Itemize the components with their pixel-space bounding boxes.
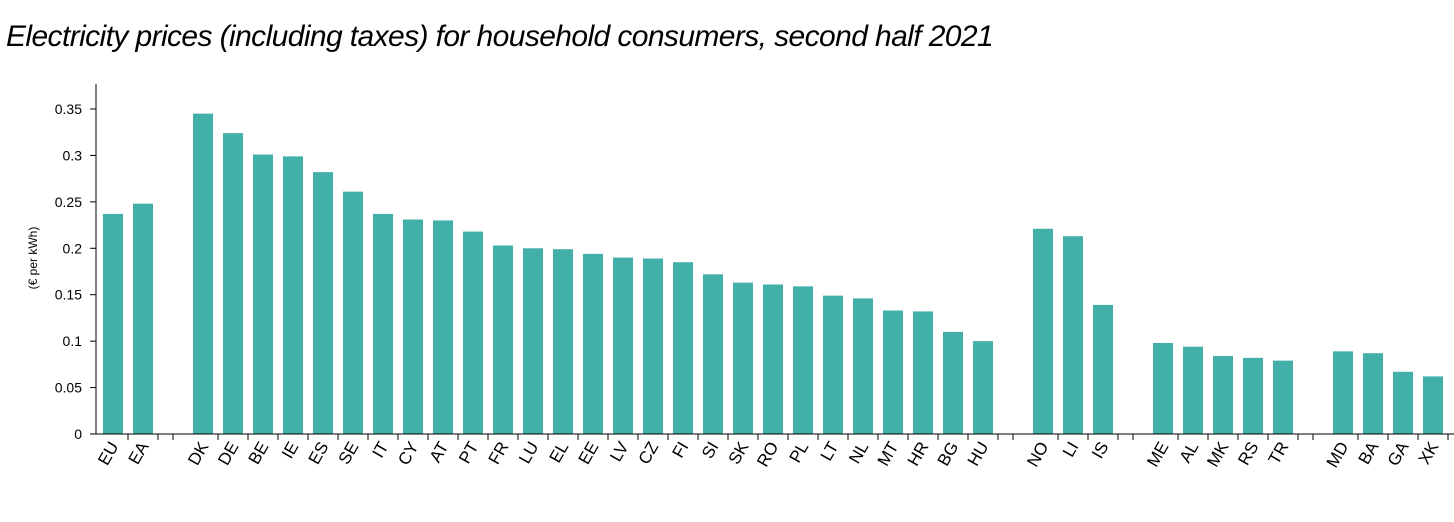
- bar-ea: [133, 203, 153, 434]
- x-tick-label: CY: [394, 439, 422, 469]
- x-tick-label: AT: [426, 439, 453, 466]
- x-tick-label: EA: [125, 438, 153, 468]
- x-tick-label: PL: [786, 439, 813, 467]
- bar-no: [1033, 228, 1053, 434]
- y-tick-label: 0.15: [55, 287, 82, 303]
- x-tick-label: LI: [1059, 439, 1083, 461]
- x-tick-label: ME: [1143, 439, 1172, 471]
- bar-cy: [403, 219, 423, 434]
- x-tick-label: LU: [515, 439, 542, 467]
- x-tick-label: RO: [753, 439, 782, 471]
- bar-md: [1333, 351, 1353, 434]
- y-tick-label: 0.25: [55, 194, 82, 210]
- bar-rs: [1243, 357, 1263, 434]
- bar-pl: [793, 286, 813, 434]
- y-tick-label: 0: [74, 426, 82, 442]
- x-tick-label: IT: [368, 439, 392, 462]
- y-axis-label: (€ per kWh): [26, 227, 40, 290]
- bar-ie: [283, 156, 303, 434]
- x-tick-label: NO: [1023, 439, 1052, 471]
- bar-eu: [103, 213, 123, 434]
- x-tick-label: MD: [1323, 439, 1353, 471]
- x-tick-label: FR: [485, 439, 513, 468]
- x-tick-label: EE: [575, 439, 603, 468]
- bar-es: [313, 172, 333, 434]
- x-tick-label: IS: [1088, 439, 1112, 462]
- x-tick-label: MT: [874, 439, 903, 470]
- x-tick-label: RS: [1234, 439, 1262, 469]
- bar-al: [1183, 346, 1203, 434]
- bar-cz: [643, 258, 663, 434]
- x-tick-label: XK: [1415, 438, 1443, 468]
- bar-ba: [1363, 353, 1383, 434]
- y-tick-label: 0.35: [55, 101, 82, 117]
- x-tick-label: BG: [934, 439, 963, 470]
- x-tick-label: LT: [817, 439, 843, 465]
- x-tick-label: PT: [455, 439, 482, 467]
- bar-fi: [673, 262, 693, 434]
- bar-se: [343, 191, 363, 434]
- bar-be: [253, 154, 273, 434]
- x-tick-label: SI: [698, 439, 722, 462]
- x-tick-label: FI: [668, 439, 692, 462]
- bar-lt: [823, 295, 843, 434]
- x-tick-label: EU: [94, 439, 122, 469]
- bar-lv: [613, 257, 633, 434]
- x-tick-label: GA: [1384, 438, 1413, 469]
- bar-fr: [493, 245, 513, 434]
- bar-nl: [853, 298, 873, 434]
- bar-li: [1063, 236, 1083, 434]
- x-tick-label: HU: [964, 439, 993, 470]
- bar-ee: [583, 253, 603, 434]
- chart-title: Electricity prices (including taxes) for…: [6, 20, 994, 53]
- x-tick-label: SK: [725, 438, 753, 468]
- bar-ro: [763, 284, 783, 434]
- x-tick-label: TR: [1265, 439, 1293, 468]
- y-tick-label: 0.1: [63, 333, 83, 349]
- x-tick-label: CZ: [635, 439, 663, 468]
- bar-hr: [913, 311, 933, 434]
- x-tick-label: DE: [214, 439, 242, 469]
- x-tick-label: AL: [1176, 439, 1203, 467]
- bar-sk: [733, 282, 753, 434]
- bar-bg: [943, 331, 963, 434]
- x-tick-label: HR: [904, 439, 933, 470]
- bar-at: [433, 220, 453, 434]
- bar-si: [703, 274, 723, 434]
- bar-me: [1153, 343, 1173, 434]
- x-tick-label: LV: [606, 438, 633, 465]
- y-tick-label: 0.3: [63, 147, 83, 163]
- bar-mk: [1213, 356, 1233, 434]
- bar-dk: [193, 113, 213, 435]
- bar-hu: [973, 341, 993, 434]
- bar-pt: [463, 231, 483, 434]
- x-tick-label: NL: [845, 439, 872, 467]
- x-tick-label: IE: [278, 439, 302, 462]
- bar-tr: [1273, 360, 1293, 434]
- x-tick-label: BA: [1355, 438, 1383, 468]
- x-tick-label: BE: [245, 439, 273, 468]
- bar-ga: [1393, 371, 1413, 434]
- x-tick-label: ES: [305, 439, 333, 468]
- x-tick-label: DK: [184, 438, 213, 469]
- bar-mt: [883, 310, 903, 434]
- bar-de: [223, 133, 243, 434]
- bar-lu: [523, 248, 543, 434]
- bars-layer: [103, 113, 1443, 435]
- x-tick-label: MK: [1203, 438, 1233, 470]
- y-tick-label: 0.05: [55, 380, 82, 396]
- bar-xk: [1423, 376, 1443, 434]
- bar-el: [553, 249, 573, 434]
- x-tick-label: SE: [335, 439, 363, 468]
- y-tick-label: 0.2: [63, 240, 83, 256]
- bar-is: [1093, 304, 1113, 434]
- bar-it: [373, 213, 393, 434]
- x-tick-label: EL: [546, 439, 573, 467]
